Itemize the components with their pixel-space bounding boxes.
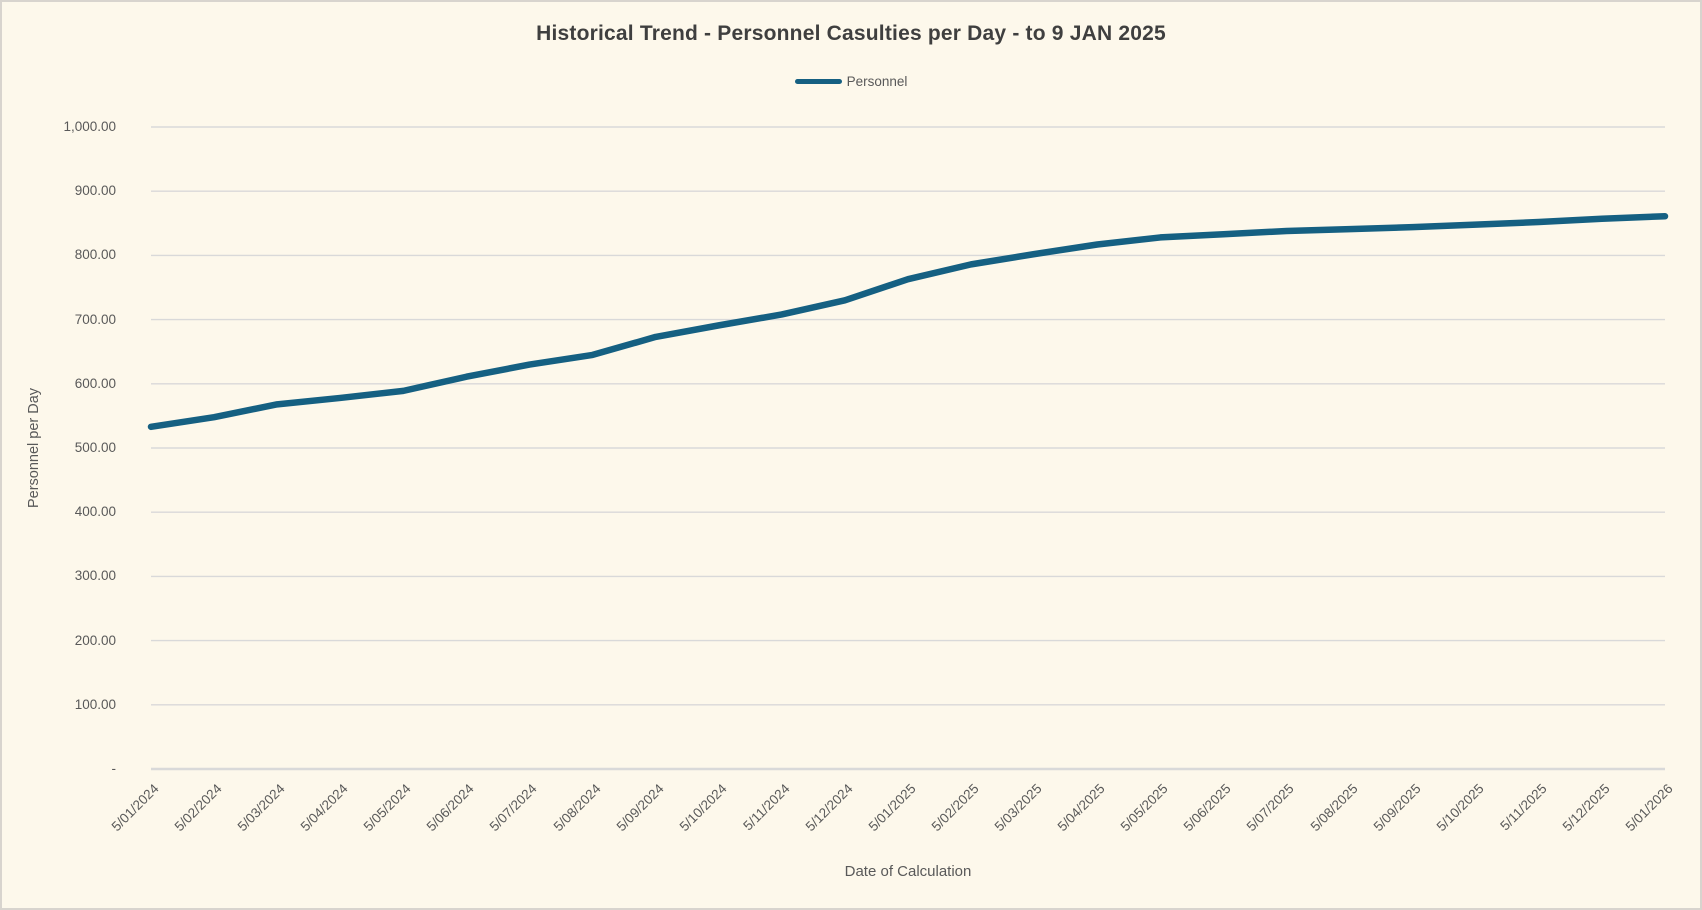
y-tick-label: 800.00 [74, 247, 116, 263]
y-tick-label: 500.00 [74, 440, 116, 455]
y-tick-label: - [111, 761, 117, 776]
chart-title: Historical Trend - Personnel Casulties p… [536, 22, 1166, 45]
y-tick-label: 400.00 [74, 504, 116, 520]
legend: Personnel [2, 74, 1700, 89]
y-tick-label: 100.00 [74, 696, 116, 712]
legend-label: Personnel [846, 74, 908, 89]
y-tick-label: 600.00 [74, 375, 116, 391]
y-tick-label: 300.00 [74, 568, 116, 584]
y-tick-label: 700.00 [74, 311, 116, 327]
x-axis-title: Date of Calculation [844, 863, 972, 880]
y-tick-label: 900.00 [74, 183, 116, 199]
y-tick-label: 1,000.00 [63, 119, 116, 134]
legend-line-swatch [794, 79, 842, 84]
personnel-series-line [147, 212, 1669, 431]
y-tick-label: 200.00 [74, 632, 116, 648]
